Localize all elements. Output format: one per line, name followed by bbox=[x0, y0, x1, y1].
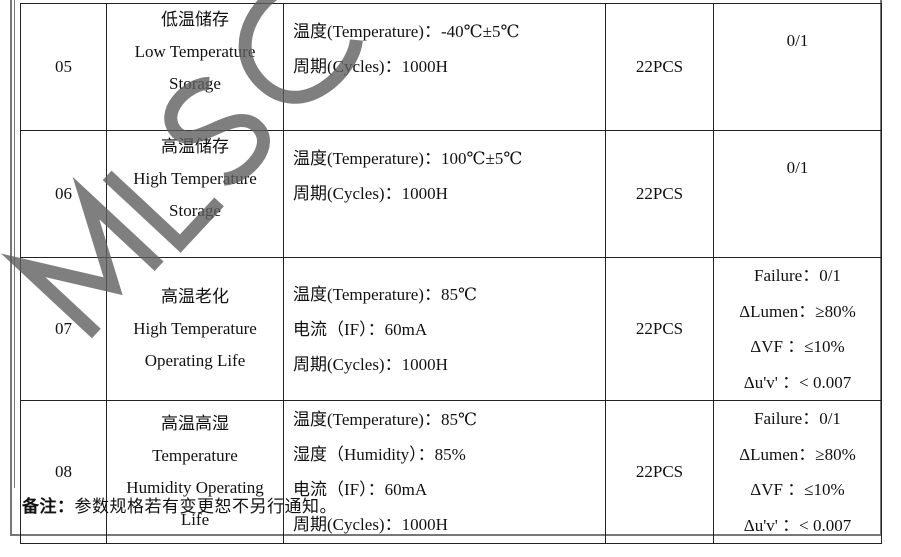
test-number: 06 bbox=[20, 130, 107, 258]
test-number: 05 bbox=[20, 3, 107, 131]
test-result: Failure：0/1 ΔLumen：≥80% ΔVF ：≤10% Δu'v' … bbox=[713, 257, 882, 401]
condition-line: 周期(Cycles)：1000H bbox=[293, 515, 448, 534]
item-line: Humidity Operating bbox=[126, 478, 264, 497]
frame-inner-line bbox=[14, 0, 15, 488]
result-line: ΔVF ：≤10% bbox=[750, 337, 845, 356]
sample-quantity: 22PCS bbox=[605, 400, 714, 544]
condition-line: 温度(Temperature)：85℃ bbox=[293, 410, 477, 429]
item-line: Life bbox=[180, 510, 210, 529]
item-line: Temperature bbox=[152, 446, 238, 465]
item-line: Low Temperature bbox=[134, 42, 256, 61]
reliability-test-table: 05 低温储存 Low Temperature Storage 温度(Tempe… bbox=[20, 3, 882, 544]
result-line: 0/1 bbox=[786, 31, 809, 50]
condition-line: 周期(Cycles)：1000H bbox=[293, 354, 448, 374]
condition-line: 电流（IF）：60mA bbox=[293, 480, 428, 499]
item-line: Operating Life bbox=[144, 351, 246, 370]
test-conditions: 温度(Temperature)：100℃±5℃ 周期(Cycles)：1000H bbox=[283, 130, 606, 258]
test-result: 0/1 bbox=[713, 130, 882, 258]
sample-quantity: 22PCS bbox=[605, 3, 714, 131]
condition-line: 湿度（Humidity）：85% bbox=[293, 445, 466, 464]
test-conditions: 温度(Temperature)：85℃ 电流（IF）：60mA 周期(Cycle… bbox=[283, 257, 606, 401]
test-item: 高温高湿 Temperature Humidity Operating Life bbox=[106, 400, 284, 544]
item-line: 高温老化 bbox=[161, 287, 229, 306]
result-line: Δu'v' ：< 0.007 bbox=[743, 515, 852, 535]
result-line: ΔLumen：≥80% bbox=[739, 444, 856, 464]
table-row: 06 高温储存 High Temperature Storage 温度(Temp… bbox=[20, 130, 882, 258]
test-conditions: 温度(Temperature)：85℃ 湿度（Humidity）：85% 电流（… bbox=[283, 400, 606, 544]
test-number: 08 bbox=[20, 400, 107, 544]
item-line: 高温高湿 bbox=[161, 414, 229, 433]
condition-line: 温度(Temperature)：85℃ bbox=[293, 284, 477, 304]
item-line: Storage bbox=[169, 74, 221, 93]
item-line: 低温储存 bbox=[161, 10, 229, 29]
footnote: 备注：参数规格若有变更恕不另行通知。 bbox=[22, 492, 337, 517]
item-line: High Temperature bbox=[133, 169, 257, 188]
result-line: Δu'v' ：< 0.007 bbox=[743, 372, 852, 392]
test-result: 0/1 bbox=[713, 3, 882, 131]
condition-line: 温度(Temperature)：100℃±5℃ bbox=[293, 149, 523, 168]
test-item: 低温储存 Low Temperature Storage bbox=[106, 3, 284, 131]
condition-line: 周期(Cycles)：1000H bbox=[293, 184, 448, 203]
table-row: 07 高温老化 High Temperature Operating Life … bbox=[20, 257, 882, 401]
result-line: 0/1 bbox=[786, 158, 809, 177]
result-line: Failure：0/1 bbox=[754, 409, 841, 428]
item-line: Storage bbox=[169, 201, 221, 220]
result-line: ΔVF ：≤10% bbox=[750, 480, 845, 499]
result-line: Failure：0/1 bbox=[754, 266, 841, 285]
condition-line: 温度(Temperature)：-40℃±5℃ bbox=[293, 22, 520, 41]
test-conditions: 温度(Temperature)：-40℃±5℃ 周期(Cycles)：1000H bbox=[283, 3, 606, 131]
item-line: 高温储存 bbox=[161, 137, 229, 156]
table-row: 08 高温高湿 Temperature Humidity Operating L… bbox=[20, 400, 882, 544]
sample-quantity: 22PCS bbox=[605, 130, 714, 258]
condition-line: 周期(Cycles)：1000H bbox=[293, 57, 448, 76]
sample-quantity: 22PCS bbox=[605, 257, 714, 401]
table-row: 05 低温储存 Low Temperature Storage 温度(Tempe… bbox=[20, 3, 882, 131]
test-item: 高温老化 High Temperature Operating Life bbox=[106, 257, 284, 401]
test-number: 07 bbox=[20, 257, 107, 401]
test-item: 高温储存 High Temperature Storage bbox=[106, 130, 284, 258]
condition-line: 电流（IF）：60mA bbox=[293, 319, 428, 339]
test-result: Failure：0/1 ΔLumen：≥80% ΔVF ：≤10% Δu'v' … bbox=[713, 400, 882, 544]
item-line: High Temperature bbox=[133, 319, 257, 338]
note-label: 备注： bbox=[22, 497, 75, 517]
result-line: ΔLumen：≥80% bbox=[739, 301, 856, 321]
note-text: 参数规格若有变更恕不另行通知。 bbox=[74, 497, 337, 517]
